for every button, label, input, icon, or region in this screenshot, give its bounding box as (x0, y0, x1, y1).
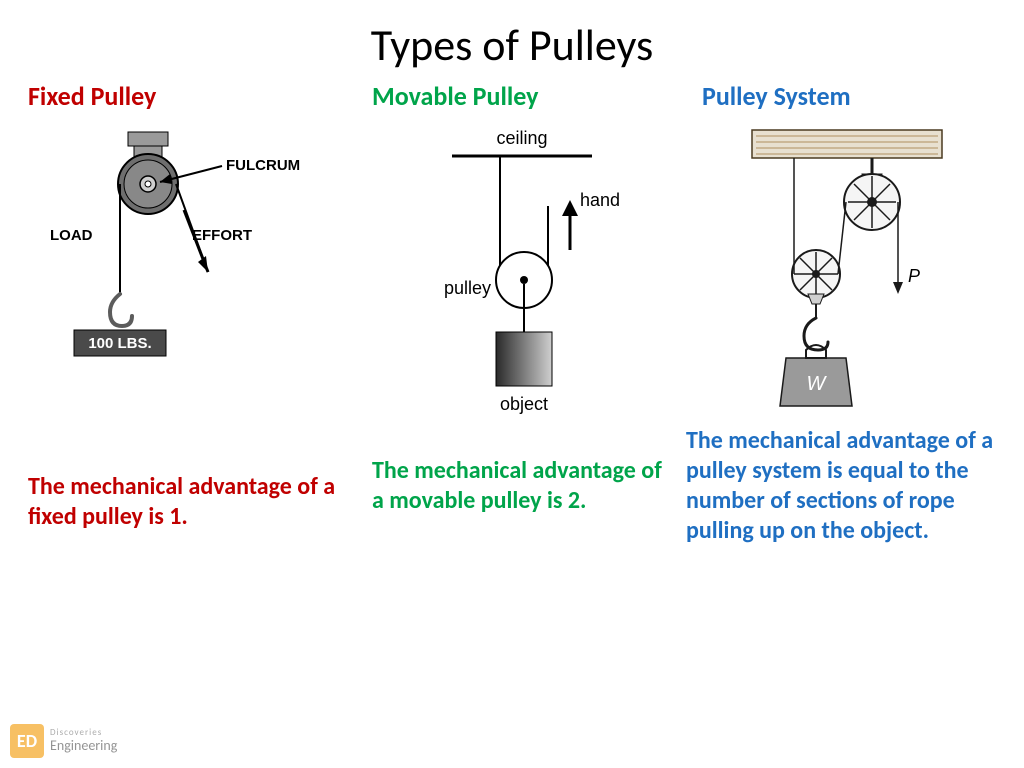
watermark-text: Discoveries Engineering (50, 728, 117, 753)
bracket-top (128, 132, 168, 146)
label-p: P (908, 266, 920, 286)
diagram-fixed-pulley: FULCRUM EFFORT LOAD 100 LBS. (22, 122, 342, 422)
diagram-movable-pulley: ceiling hand pulley (352, 122, 672, 422)
desc-movable: The mechanical advantage of a movable pu… (352, 456, 672, 516)
columns-container: Fixed Pulley FULCRUM (0, 72, 1024, 546)
object-box (496, 332, 552, 386)
watermark-line2: Engineering (50, 738, 117, 753)
pulley-system-svg: P W (712, 122, 972, 422)
column-pulley-system: Pulley System (682, 80, 1002, 546)
label-ceiling: ceiling (496, 128, 547, 148)
hand-arrow-head (562, 200, 578, 216)
desc-system: The mechanical advantage of a pulley sys… (682, 426, 1002, 546)
label-hand: hand (580, 190, 620, 210)
diagram-pulley-system: P W (682, 122, 1002, 422)
fixed-pulley-svg: FULCRUM EFFORT LOAD 100 LBS. (42, 122, 322, 382)
page-title: Types of Pulleys (0, 0, 1024, 72)
top-hub (867, 197, 877, 207)
label-load: LOAD (50, 227, 93, 244)
rope-b (838, 202, 846, 274)
effort-arrow-head (198, 256, 208, 272)
weight-handle (806, 345, 826, 358)
column-fixed-pulley: Fixed Pulley FULCRUM (22, 80, 342, 546)
label-w: W (807, 373, 828, 395)
load-hook (110, 294, 132, 326)
rope-p-arrow (893, 282, 903, 294)
movable-axle (520, 276, 528, 284)
desc-fixed: The mechanical advantage of a fixed pull… (22, 472, 342, 532)
heading-fixed: Fixed Pulley (22, 80, 342, 112)
heading-movable: Movable Pulley (352, 80, 672, 112)
lower-hub (812, 270, 820, 278)
label-pulley: pulley (444, 278, 491, 298)
heading-system: Pulley System (682, 80, 1002, 112)
label-effort: EFFORT (192, 227, 252, 244)
lower-bracket (808, 294, 824, 304)
pulley-axle (145, 181, 151, 187)
watermark-badge: ED (10, 724, 44, 758)
label-object: object (500, 394, 548, 414)
watermark: ED Discoveries Engineering (10, 724, 117, 758)
label-fulcrum: FULCRUM (226, 157, 300, 174)
movable-pulley-svg: ceiling hand pulley (382, 122, 642, 422)
label-weight: 100 LBS. (88, 335, 151, 352)
column-movable-pulley: Movable Pulley ceiling hand pulley (352, 80, 672, 546)
